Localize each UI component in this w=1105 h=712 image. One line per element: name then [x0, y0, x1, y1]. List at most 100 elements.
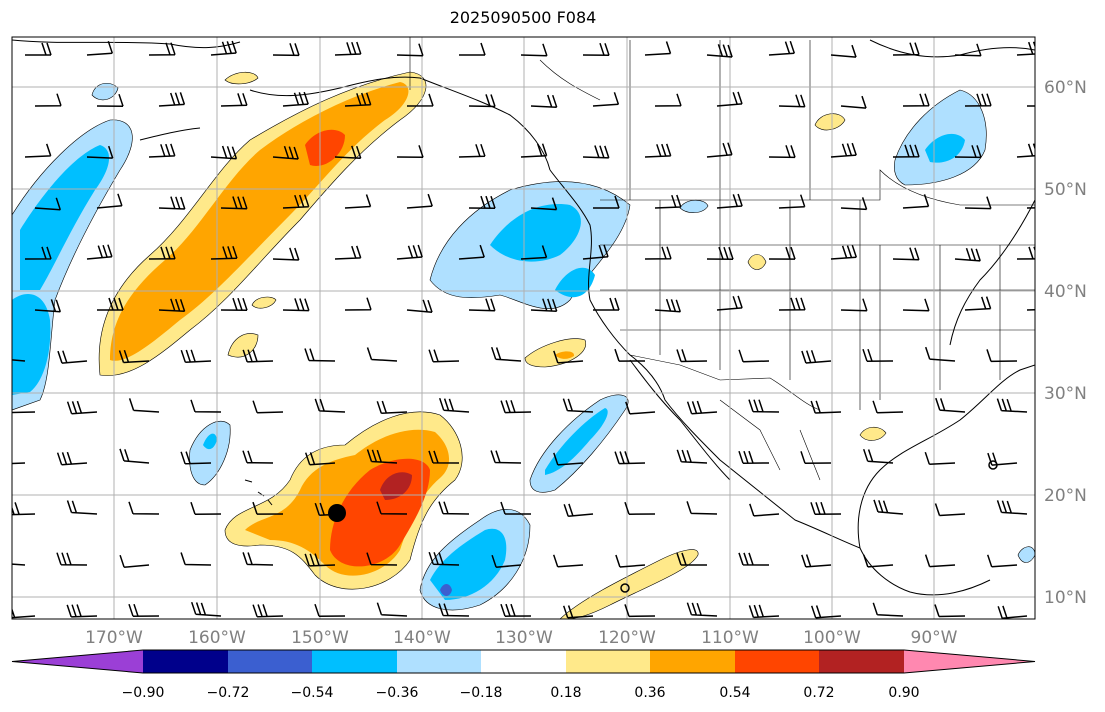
wind-barb [654, 194, 682, 209]
wind-barb [500, 603, 532, 617]
contour-positive-small-1 [224, 71, 259, 85]
wind-barb [810, 605, 842, 619]
wind-barb [334, 41, 362, 56]
colorbar-tick-label: 0.54 [719, 685, 750, 701]
wind-barb [500, 400, 532, 414]
wind-barb [1026, 207, 1035, 209]
lat-label: 20°N [1044, 486, 1087, 506]
colorbar-tick-label: −0.72 [207, 685, 250, 701]
wind-barb [376, 501, 408, 515]
wind-barb [66, 400, 98, 415]
wind-barb [738, 349, 770, 363]
wind-barb [366, 449, 398, 464]
wind-barb [862, 448, 894, 464]
wind-barb [768, 145, 796, 159]
wind-barb [552, 554, 584, 568]
wind-barb [428, 349, 460, 363]
wind-barb [34, 93, 62, 107]
colorbar-segment [819, 650, 904, 673]
lat-label: 10°N [1044, 588, 1087, 608]
contour-positive-storm-peak [380, 472, 412, 500]
wind-barb [86, 145, 114, 159]
wind-barb [190, 601, 222, 617]
wind-barb [180, 349, 212, 363]
wind-barb [344, 92, 372, 107]
us-canada-border [600, 169, 1035, 206]
lon-label: 150°W [291, 628, 349, 648]
colorbar [11, 649, 1036, 674]
wind-barb [800, 451, 832, 465]
wind-barb [749, 503, 780, 517]
wind-barb [428, 551, 460, 566]
colorbar-segment [735, 650, 819, 673]
state-lines [600, 200, 1035, 410]
wind-barb [553, 452, 584, 466]
wind-barb [986, 349, 1018, 363]
north-america-west-coast [549, 169, 861, 549]
colorbar-segment [143, 650, 228, 673]
wind-barb [592, 92, 620, 107]
wind-barb [366, 347, 398, 362]
wind-barb [892, 144, 920, 158]
contour-negative-small-2 [1017, 546, 1035, 563]
wind-barb [654, 298, 682, 313]
contour-positive-small-2 [227, 333, 259, 358]
wind-barb [118, 349, 150, 364]
wind-barb [778, 297, 806, 311]
wind-barb [954, 247, 981, 262]
wind-barb [252, 604, 284, 618]
contour-negative-south-core [430, 528, 507, 600]
wind-barb [964, 196, 992, 210]
longitude-labels: 170°W 160°W 150°W 140°W 130°W 120°W 110°… [85, 628, 958, 648]
wind-barb [210, 145, 238, 160]
contour-negative-coast-core2 [555, 267, 595, 298]
wind-barb [272, 247, 300, 261]
wind-barb [1026, 308, 1035, 311]
wind-barb [654, 93, 682, 107]
wind-barb [272, 43, 300, 57]
colorbar-segment [481, 650, 566, 673]
colorbar-tick-label: 0.72 [803, 685, 834, 701]
wind-barb [892, 247, 920, 261]
wind-barb [986, 554, 1018, 568]
lon-label: 120°W [598, 628, 656, 648]
wind-barb [180, 451, 212, 465]
wind-barb [840, 298, 868, 312]
wind-barb [582, 244, 609, 260]
wind-barb [872, 602, 904, 617]
wind-barb [997, 605, 1028, 619]
wind-barb [934, 503, 966, 517]
wind-barb [614, 451, 646, 465]
wind-barb [304, 452, 336, 466]
wind-barb [438, 397, 470, 413]
lon-label: 160°W [188, 628, 246, 648]
political-borders [409, 37, 1035, 481]
wind-barb [86, 244, 113, 260]
wind-barb [428, 450, 460, 464]
wind-barb [148, 42, 176, 56]
wind-barb [615, 554, 646, 568]
wind-barb [996, 500, 1028, 515]
wind-barb [520, 245, 548, 260]
wind-barb [314, 603, 346, 617]
wind-barb [614, 348, 646, 362]
wind-barb [1016, 41, 1035, 56]
wind-barb [210, 245, 238, 260]
wind-barb [520, 43, 548, 57]
wind-barb [344, 297, 372, 311]
wind-barb [624, 604, 656, 618]
wind-barb [902, 298, 930, 312]
wind-barb [530, 94, 558, 108]
mexico-states [719, 399, 821, 481]
wind-barb [768, 40, 796, 56]
wind-barb [12, 607, 36, 619]
colorbar-segment [12, 650, 143, 673]
wind-barb [438, 501, 470, 515]
wind-barb [128, 603, 160, 617]
contour-negative-canada-core [925, 133, 965, 163]
wind-barb [778, 194, 806, 209]
wind-barb [242, 552, 274, 566]
colorbar-tick-label: −0.54 [291, 685, 334, 701]
gulf-coast [857, 364, 1035, 549]
